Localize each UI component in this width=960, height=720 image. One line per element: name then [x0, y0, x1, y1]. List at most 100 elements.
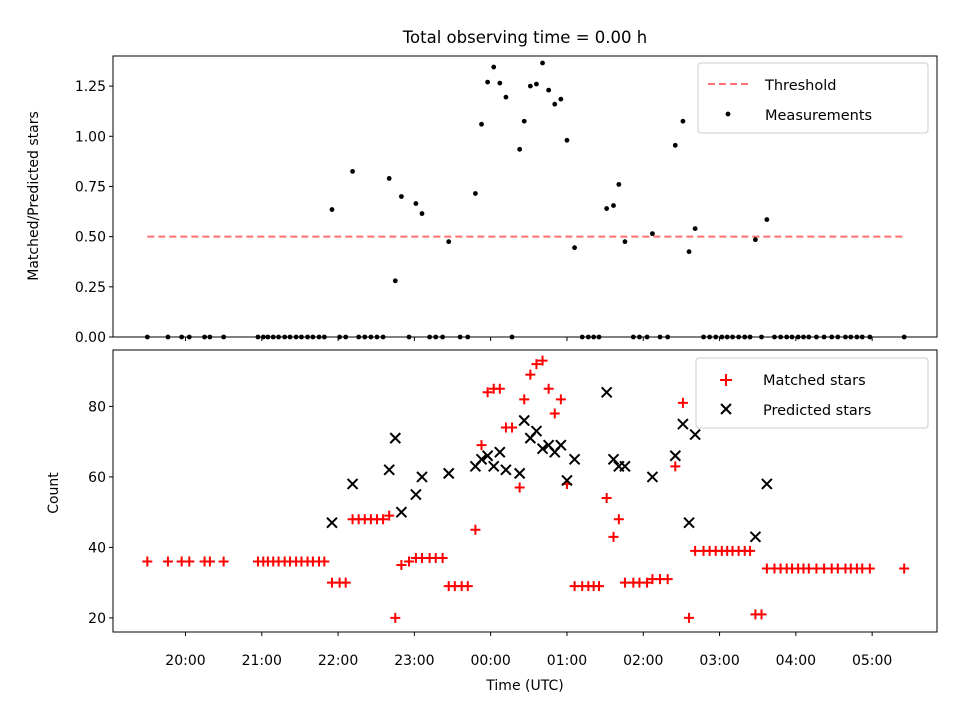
measurement-point: [564, 137, 570, 143]
y-tick-label: 80: [88, 399, 106, 415]
predicted-star-point: [761, 478, 773, 490]
y-tick-label: 1.25: [75, 79, 106, 95]
predicted-star-point: [475, 453, 488, 465]
matched-star-point: [482, 387, 493, 398]
matched-star-point: [899, 563, 910, 574]
predicted-stars-points: [326, 386, 773, 543]
matched-star-point: [670, 461, 681, 472]
predicted-star-point: [561, 474, 573, 487]
y-tick-label: 20: [88, 611, 106, 627]
matched-star-point: [476, 440, 487, 451]
x-tick-label: 01:00: [547, 653, 587, 669]
x-tick-label: 21:00: [242, 653, 282, 669]
matched-star-point: [470, 524, 481, 535]
legend-box: [697, 62, 929, 134]
matched-star-point: [396, 560, 407, 571]
legend-top: Threshold Measurements: [697, 62, 929, 134]
predicted-star-point: [383, 464, 395, 476]
count-panel: Count Time (UTC) 20 40 60 80 20:00 21:00 22:0…: [46, 349, 938, 694]
measurement-point: [497, 80, 503, 86]
matched-star-point: [642, 577, 653, 588]
y-axis-label-count: Count: [46, 472, 62, 514]
measurement-point: [611, 203, 616, 208]
ratio-panel: Total observing time = 0.00 h Matched/Pr…: [26, 28, 938, 346]
matched-star-point: [543, 383, 554, 394]
y-tick-label: 0.50: [75, 230, 106, 246]
measurement-point: [686, 249, 692, 255]
y-axis-ticks-count: 20 40 60 80: [88, 399, 113, 627]
y-tick-label: 40: [88, 540, 106, 556]
y-axis-label-ratio: Matched/Predicted stars: [26, 111, 42, 281]
measurement-point: [517, 146, 523, 152]
x-tick-label: 04:00: [776, 653, 816, 669]
measurement-point: [622, 239, 628, 245]
x-tick-label: 23:00: [394, 653, 434, 669]
matched-star-point: [531, 359, 542, 370]
y-tick-label: 0.00: [75, 330, 106, 346]
matched-star-point: [864, 563, 875, 574]
matched-star-point: [404, 556, 415, 567]
matched-star-point: [494, 383, 505, 394]
matched-star-point: [594, 581, 605, 592]
predicted-star-point: [488, 460, 500, 473]
predicted-star-point: [749, 531, 762, 543]
matched-stars-points: [142, 355, 910, 623]
matched-star-point: [525, 369, 536, 380]
measurement-point: [419, 211, 425, 216]
predicted-star-point: [416, 471, 428, 483]
measurement-point: [386, 176, 392, 181]
y-tick-label: 1.00: [75, 129, 106, 145]
matched-star-point: [184, 556, 195, 567]
matched-star-point: [537, 355, 548, 366]
measurement-point: [329, 207, 335, 212]
measurement-point: [692, 226, 698, 232]
y-tick-label: 0.25: [75, 280, 106, 296]
x-tick-label: 00:00: [470, 653, 510, 669]
predicted-star-point: [536, 442, 549, 455]
x-tick-label: 03:00: [699, 653, 739, 669]
matched-star-point: [319, 556, 330, 567]
matched-star-point: [378, 514, 389, 525]
legend-matched-label: Matched stars: [763, 373, 866, 389]
predicted-star-point: [442, 467, 455, 480]
predicted-star-point: [513, 467, 526, 480]
predicted-star-point: [568, 453, 581, 465]
legend-measurements-label: Measurements: [765, 108, 872, 124]
chart-title: Total observing time = 0.00 h: [402, 28, 647, 47]
matched-star-point: [507, 422, 518, 433]
legend-predicted-label: Predicted stars: [763, 403, 871, 419]
matched-star-point: [662, 574, 673, 585]
matched-star-point: [613, 514, 624, 525]
measurement-point: [604, 206, 610, 211]
plot-frame-bottom: [112, 349, 938, 633]
measurement-point: [534, 81, 539, 87]
predicted-star-point: [494, 446, 506, 458]
measurement-point: [672, 142, 678, 148]
legend-threshold-label: Threshold: [764, 78, 836, 94]
predicted-star-point: [555, 439, 567, 451]
matched-star-point: [519, 394, 530, 405]
measurement-point: [413, 201, 419, 206]
predicted-star-point: [619, 460, 631, 473]
x-tick-label: 02:00: [623, 653, 663, 669]
matched-star-point: [756, 609, 767, 620]
legend-measurement-swatch: [725, 111, 731, 117]
matched-star-point: [218, 556, 229, 567]
measurement-point: [446, 239, 452, 245]
predicted-star-point: [481, 450, 494, 462]
predicted-star-point: [607, 453, 620, 465]
predicted-star-point: [677, 418, 689, 430]
x-tick-label: 05:00: [852, 653, 892, 669]
matched-star-point: [462, 581, 473, 592]
measurement-point: [764, 217, 770, 222]
predicted-star-point: [326, 517, 338, 529]
predicted-star-point: [518, 414, 530, 427]
legend-predicted-swatch: [720, 403, 732, 415]
legend-box: [695, 357, 929, 429]
x-axis-label: Time (UTC): [485, 678, 563, 694]
matched-star-point: [549, 408, 560, 419]
y-axis-ticks-ratio: 0.00 0.25 0.50 0.75 1.00 1.25: [75, 79, 113, 346]
matched-star-point: [142, 556, 153, 567]
measurement-point: [527, 83, 533, 89]
measurement-point: [680, 118, 686, 124]
